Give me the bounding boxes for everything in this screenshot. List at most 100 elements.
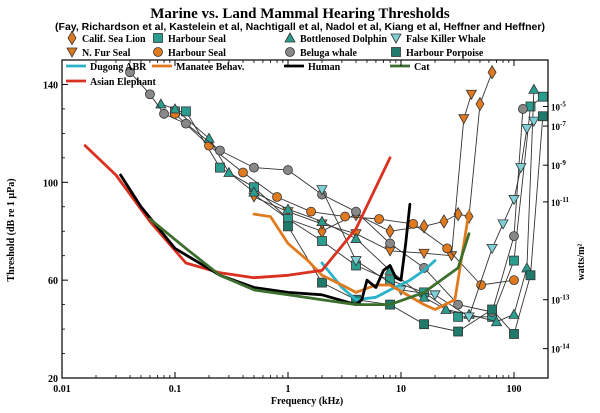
data-point-beluga-whale bbox=[509, 231, 519, 242]
data-point-false-killer-whale bbox=[350, 256, 362, 267]
y2-axis-label: watts/m² bbox=[576, 244, 587, 281]
legend-swatch bbox=[66, 47, 78, 58]
series-line-harbour-porpoise bbox=[287, 115, 544, 335]
data-point-bottlenosed-dolphin bbox=[528, 83, 540, 94]
data-point-bottlenosed-dolphin bbox=[350, 232, 362, 243]
data-point-false-killer-whale bbox=[521, 124, 533, 135]
series-human bbox=[119, 173, 412, 307]
legend-label: Bottlenosed Dolphin bbox=[300, 34, 387, 45]
legend-item: Manatee Behav. bbox=[152, 62, 245, 73]
data-point-calif-sea-lion bbox=[487, 64, 497, 80]
y2-tick-exponent: -13 bbox=[560, 294, 570, 302]
data-point-bottlenosed-dolphin bbox=[155, 98, 167, 109]
series-line-cat bbox=[148, 217, 471, 307]
series-harbour-seal-b bbox=[170, 108, 519, 290]
y2-tick-exponent: -5 bbox=[560, 100, 566, 108]
y2-tick-label: 10-13 bbox=[551, 294, 570, 306]
chart-subtitle: (Fay, Richardson et al, Kastelein et al,… bbox=[55, 21, 545, 33]
data-point-harbour-porpoise bbox=[453, 326, 463, 337]
series-manatee-behav bbox=[252, 210, 471, 311]
legend-item: Harbour Seal bbox=[153, 33, 226, 45]
legend-item: False Killer Whale bbox=[390, 33, 486, 45]
series-layer bbox=[83, 64, 548, 339]
data-point-bottlenosed-dolphin bbox=[203, 132, 215, 143]
data-point-calif-sea-lion bbox=[385, 223, 395, 239]
y2-tick-exponent: -7 bbox=[560, 120, 566, 128]
legend-swatch bbox=[285, 47, 295, 57]
data-point-beluga-whale bbox=[351, 206, 361, 217]
legend-item: Calif. Sea Lion bbox=[67, 30, 146, 46]
axes: 0.01 0.1 1 10 100 20 60 100 140 10-5 10-7 10-9 10-11… bbox=[43, 60, 570, 395]
data-point-n-fur-seal bbox=[465, 89, 478, 101]
legend-item: Dugong ABR bbox=[66, 62, 147, 73]
plot-frame bbox=[61, 59, 549, 379]
data-point-beluga-whale bbox=[145, 89, 155, 100]
series-line-harbour-seal-b bbox=[174, 113, 515, 286]
legend-item: Bottlenosed Dolphin bbox=[284, 32, 387, 45]
legend-item: Harbour Seal bbox=[153, 47, 226, 59]
data-point-bottlenosed-dolphin bbox=[490, 315, 503, 327]
legend-swatch bbox=[153, 47, 163, 57]
series-line-manatee-behav bbox=[252, 210, 471, 311]
y2-tick-label: 10-9 bbox=[551, 159, 566, 171]
legend-label: Harbour Seal bbox=[168, 34, 226, 45]
series-false-killer-whale bbox=[316, 116, 540, 323]
data-point-bottlenosed-dolphin bbox=[248, 186, 260, 197]
legend-label: False Killer Whale bbox=[406, 34, 486, 45]
y-tick-label: 20 bbox=[48, 374, 58, 385]
data-point-harbour-seal bbox=[453, 311, 463, 322]
data-point-beluga-whale bbox=[215, 145, 225, 156]
y-tick-label: 140 bbox=[43, 80, 58, 91]
plot-border bbox=[61, 59, 549, 379]
y2-tick-label: 10-11 bbox=[551, 196, 569, 208]
data-point-false-killer-whale bbox=[497, 219, 509, 230]
series-harbour-seal bbox=[170, 91, 548, 322]
y2-tick-label: 10-14 bbox=[551, 343, 570, 355]
data-point-harbour-seal-b bbox=[408, 218, 419, 229]
legend-label: Asian Elephant bbox=[90, 77, 157, 88]
data-point-harbour-seal-b bbox=[509, 275, 519, 286]
legend-swatch bbox=[153, 33, 163, 43]
data-point-bottlenosed-dolphin bbox=[508, 308, 520, 319]
data-point-n-fur-seal bbox=[418, 248, 430, 260]
data-point-harbour-porpoise bbox=[509, 329, 519, 339]
legend-item: Cat bbox=[390, 62, 430, 73]
data-point-false-killer-whale bbox=[486, 243, 498, 255]
data-point-harbour-seal-b bbox=[340, 211, 350, 222]
data-point-harbour-seal-b bbox=[306, 206, 316, 217]
data-point-false-killer-whale bbox=[508, 195, 520, 206]
y2-tick-label: 10-5 bbox=[551, 100, 566, 112]
x-tick-label: 0.1 bbox=[169, 384, 182, 395]
series-line-bottlenosed-dolphin bbox=[160, 88, 535, 323]
legend-swatch bbox=[391, 47, 401, 57]
x-tick-label: 0.01 bbox=[53, 384, 71, 395]
data-point-bottlenosed-dolphin bbox=[418, 291, 430, 302]
data-point-harbour-seal-b bbox=[442, 243, 453, 254]
data-point-beluga-whale bbox=[125, 67, 135, 78]
y2-tick-exponent: -9 bbox=[560, 159, 566, 167]
series-cat bbox=[148, 217, 471, 307]
data-point-harbour-seal bbox=[317, 236, 327, 246]
legend-item: Beluga whale bbox=[285, 47, 358, 59]
data-point-calif-sea-lion bbox=[439, 214, 449, 229]
data-point-calif-sea-lion bbox=[475, 96, 485, 112]
legend: Calif. Sea Lion N. Fur Seal Dugong ABR Asia… bbox=[66, 30, 486, 88]
legend-item: N. Fur Seal bbox=[66, 47, 131, 59]
legend-label: Dugong ABR bbox=[90, 62, 147, 73]
data-point-beluga-whale bbox=[453, 299, 463, 310]
data-point-harbour-seal bbox=[537, 91, 548, 102]
data-point-beluga-whale bbox=[159, 108, 169, 119]
data-point-bottlenosed-dolphin bbox=[440, 303, 452, 314]
series-dugong-abr bbox=[320, 259, 437, 302]
x-tick-label: 100 bbox=[506, 384, 521, 395]
y-axis-label: Threshold (dB re 1 µPa) bbox=[6, 178, 17, 281]
legend-label: Harbour Seal bbox=[168, 48, 226, 59]
legend-label: Cat bbox=[414, 62, 430, 73]
data-point-harbour-porpoise bbox=[419, 319, 429, 330]
series-line-n-fur-seal bbox=[253, 93, 472, 257]
data-point-false-killer-whale bbox=[528, 116, 540, 127]
legend-swatch bbox=[284, 32, 296, 43]
data-point-harbour-seal bbox=[509, 255, 519, 266]
